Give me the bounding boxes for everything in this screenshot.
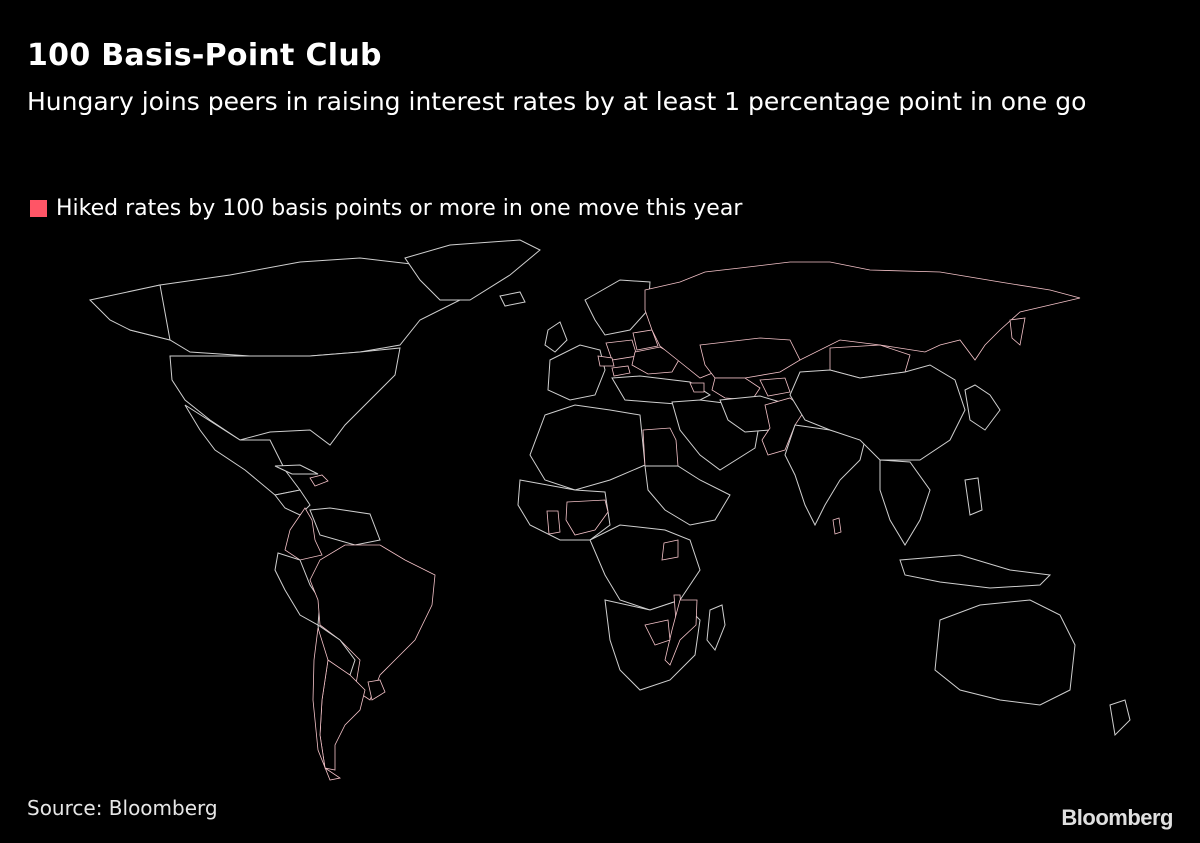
country-belarus [632,329,659,351]
country-ghana [546,510,561,535]
country-philippines [964,477,983,516]
country-chile [312,627,342,781]
country-scandinavia [584,279,651,336]
legend: Hiked rates by 100 basis points or more … [30,196,742,221]
country-southeast-asia [879,459,931,546]
country-greenland [404,239,541,301]
chart-subtitle: Hungary joins peers in raising interest … [27,87,1087,116]
country-kamchatka [1009,317,1026,346]
country-uruguay [367,679,386,701]
country-armenia-georgia [689,382,705,393]
country-poland [605,339,638,361]
country-madagascar [706,604,726,651]
country-canada [99,257,471,357]
country-uk-ireland [544,321,568,353]
country-mozambique [664,599,698,666]
legend-label: Hiked rates by 100 basis points or more … [56,196,743,221]
source-note: Source: Bloomberg [27,796,218,820]
country-korea-japan [964,384,1001,431]
country-sudan-horn [644,465,731,526]
legend-swatch [30,200,47,217]
country-egypt [642,427,679,467]
world-map [88,239,1131,781]
country-india [784,424,866,527]
country-north-africa [529,404,646,491]
bloomberg-logo: Bloomberg [1061,805,1173,830]
country-czech-republic [597,355,615,367]
country-alaska [88,284,171,341]
country-sri-lanka [832,517,842,535]
country-iceland [499,291,526,307]
country-colombia [284,507,323,561]
country-hungary [611,365,631,377]
country-central-africa [589,524,701,611]
country-china [789,364,966,461]
country-australia [934,599,1076,706]
country-new-zealand [1109,699,1131,737]
country-indonesia [899,554,1052,589]
country-kazakhstan [699,337,801,379]
country-cuba [274,464,319,475]
country-kyrgyzstan-tajikistan [759,377,791,397]
chart-title: 100 Basis-Point Club [27,38,382,73]
country-ukraine [631,346,681,375]
country-western-europe [547,344,606,401]
country-nigeria [565,499,609,536]
country-venezuela-guianas [309,507,381,546]
country-uganda [661,539,679,561]
country-usa [169,347,401,446]
country-dominican-republic [309,474,329,487]
country-zimbabwe [644,619,671,646]
